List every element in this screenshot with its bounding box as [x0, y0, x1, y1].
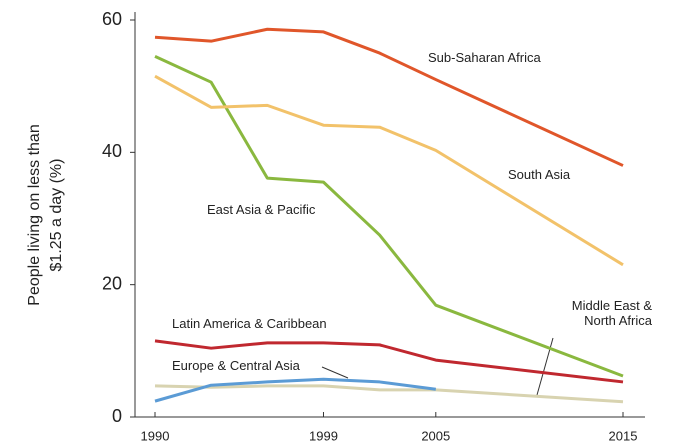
y-tick-label: 60: [102, 9, 122, 29]
series-label: Sub-Saharan Africa: [428, 50, 541, 65]
series-label: Middle East & North Africa: [571, 298, 652, 328]
x-tick-label: 1999: [309, 428, 338, 443]
y-label-line: $1.25 a day (%): [48, 159, 65, 272]
y-tick-label: 0: [112, 406, 122, 426]
y-label-line: People living on less than: [26, 124, 43, 305]
series-line: [154, 377, 436, 403]
series-label: East Asia & Pacific: [207, 202, 316, 217]
pointer: [321, 366, 349, 379]
y-tick-label: 20: [102, 273, 122, 293]
x-tick-label: 1990: [141, 428, 170, 443]
y-label: People living on less than $1.25 a day (…: [26, 124, 65, 305]
series-line: [154, 27, 624, 167]
series-label: Europe & Central Asia: [172, 358, 300, 373]
x-tick-label: 2015: [609, 428, 638, 443]
x-tick-label: 2005: [421, 428, 450, 443]
series-label: Latin America & Caribbean: [172, 316, 327, 331]
series-label: South Asia: [508, 167, 571, 182]
series-line: [154, 74, 624, 267]
series-line: [154, 55, 624, 378]
series-line: [154, 339, 624, 384]
series-line: [154, 384, 624, 404]
y-tick-label: 40: [102, 141, 122, 161]
